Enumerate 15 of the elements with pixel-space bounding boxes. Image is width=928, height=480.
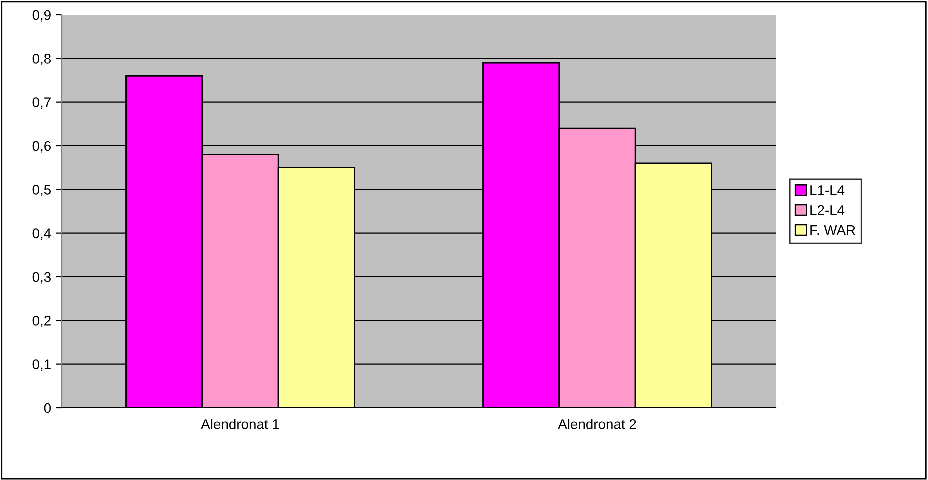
y-tick-label: 0,4 — [32, 228, 52, 240]
x-tick-label: Alendronat 2 — [558, 419, 636, 430]
y-tick-label: 0,1 — [32, 360, 51, 372]
y-tick-label: 0,6 — [32, 141, 51, 153]
y-tick-label: 0,9 — [32, 10, 51, 22]
legend-label: L1-L4 — [810, 186, 845, 196]
legend-label: F. WAR — [810, 226, 856, 236]
y-tick-label: 0,5 — [32, 185, 52, 196]
y-tick-label: 0,7 — [32, 98, 51, 110]
y-tick-label: 0,2 — [32, 316, 51, 328]
y-tick-label: 0,3 — [32, 272, 51, 284]
legend-label: L2-L4 — [810, 205, 845, 216]
y-tick-label: 0,8 — [32, 54, 51, 66]
y-tick-label: 0 — [44, 403, 52, 414]
x-tick-label: Alendronat 1 — [201, 419, 280, 430]
